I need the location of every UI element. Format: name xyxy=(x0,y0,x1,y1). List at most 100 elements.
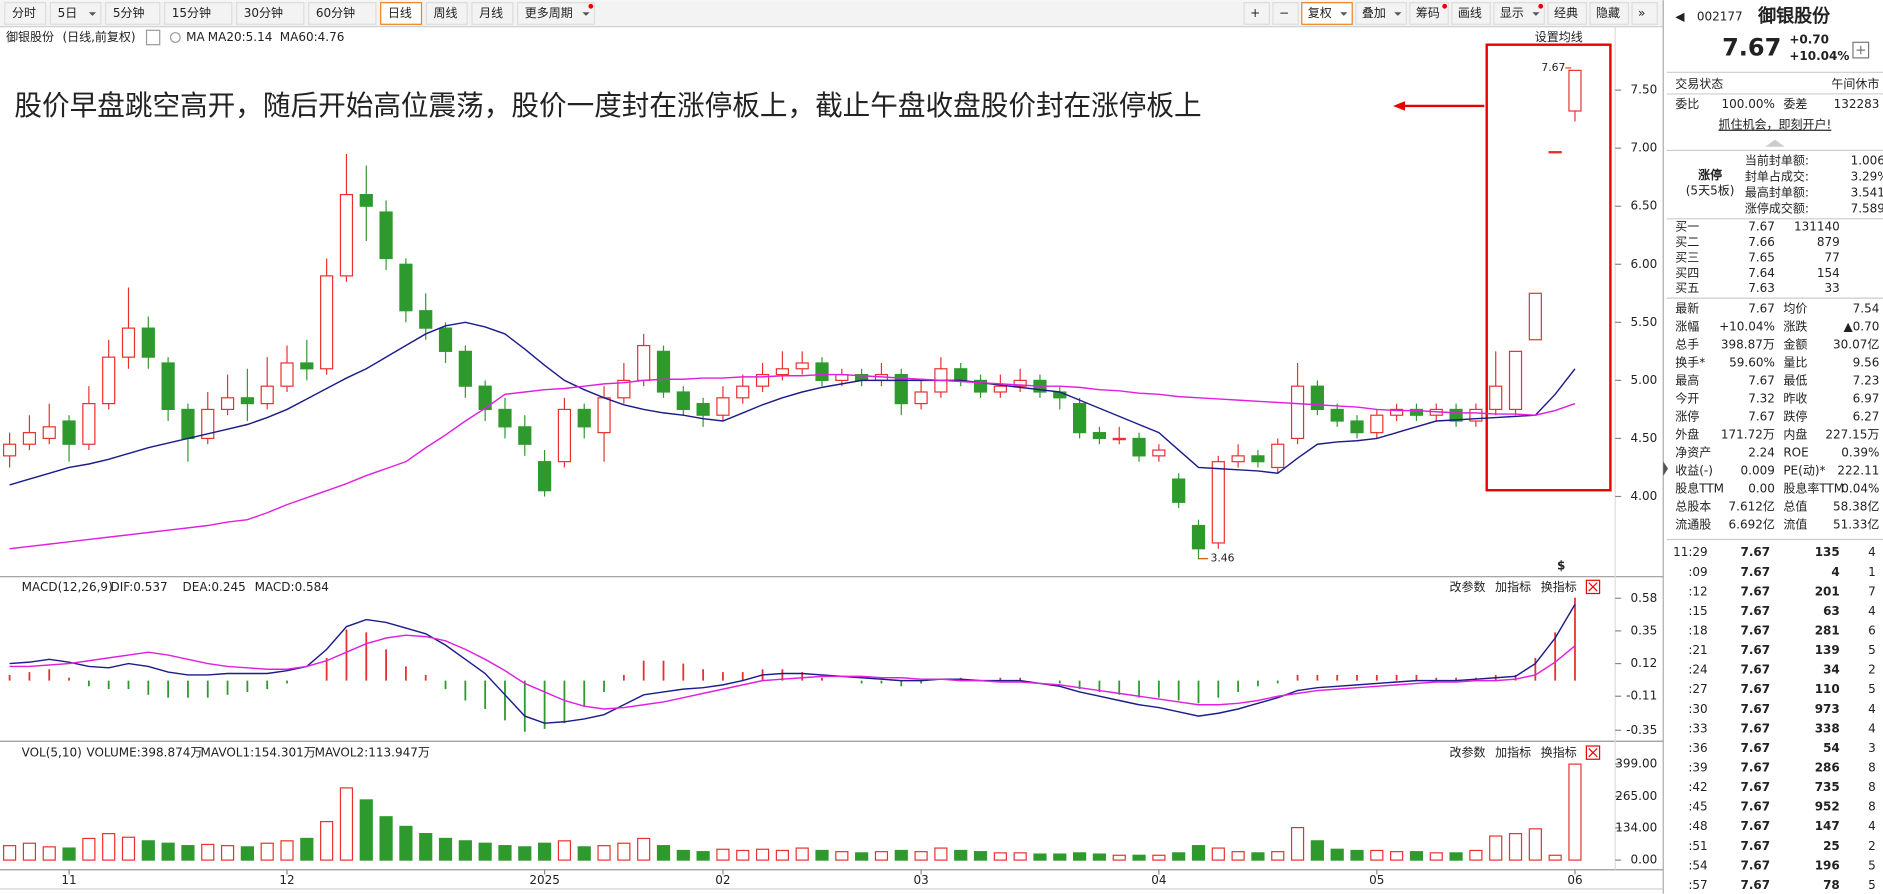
indicator-button[interactable]: 换指标 xyxy=(1541,745,1577,760)
toolbar-button[interactable] xyxy=(1451,2,1491,25)
trade-time: :27 xyxy=(1688,682,1707,696)
stat-label: 流通股 xyxy=(1675,518,1711,532)
volume-bar xyxy=(3,845,17,861)
volume-bar xyxy=(755,848,770,861)
stat-value: +10.04% xyxy=(1719,319,1775,333)
toolbar-button[interactable] xyxy=(49,2,102,25)
candle-body xyxy=(1191,524,1206,550)
volume-bar xyxy=(1508,833,1523,861)
collapse-handle[interactable] xyxy=(1663,461,1669,476)
toolbar-label: 画线 xyxy=(1458,6,1482,20)
toolbar-button[interactable] xyxy=(4,2,47,25)
toolbar-button[interactable] xyxy=(516,2,596,25)
toolbar-button[interactable] xyxy=(1243,2,1270,25)
add-watch[interactable] xyxy=(1852,41,1870,59)
candle-body xyxy=(379,211,393,260)
candle-body xyxy=(121,327,136,358)
toolbar-button[interactable] xyxy=(1272,2,1299,25)
toolbar-label: 隐藏 xyxy=(1596,6,1620,20)
volume-bar xyxy=(1033,853,1047,861)
toolbar-button[interactable] xyxy=(1301,2,1353,25)
price-change-pct: +10.04% xyxy=(1789,49,1849,63)
toolbar-button[interactable] xyxy=(235,2,305,25)
candle-body xyxy=(1568,69,1582,112)
trade-price: 7.67 xyxy=(1741,702,1771,716)
stat-label: 换手* xyxy=(1675,355,1705,369)
y-tick-label: 399.00 xyxy=(1615,757,1657,771)
toolbar-button[interactable] xyxy=(1547,2,1587,25)
volume-bar xyxy=(1310,840,1324,861)
dea-line xyxy=(9,634,1576,710)
volume-bar xyxy=(1330,848,1344,861)
x-tick-label: 2025 xyxy=(529,873,560,887)
y-tick-label: 5.50 xyxy=(1631,315,1658,329)
trade-volume: 281 xyxy=(1815,623,1840,637)
toolbar-button[interactable] xyxy=(308,2,377,25)
volume-bar xyxy=(201,843,215,861)
indicator-button[interactable]: 换指标 xyxy=(1541,579,1577,594)
ma-settings[interactable]: 设置均线 xyxy=(1535,30,1583,44)
toolbar-button[interactable] xyxy=(425,2,468,25)
y-tick-label: -0.35 xyxy=(1626,723,1657,737)
collapse-arrow[interactable] xyxy=(1765,139,1785,147)
close-button[interactable] xyxy=(1585,579,1601,595)
toolbar-button[interactable] xyxy=(105,2,161,25)
stock-title: 御银股份 xyxy=(1757,5,1831,27)
indicator-button[interactable]: 加指标 xyxy=(1495,579,1531,594)
settings-icon[interactable] xyxy=(169,32,181,43)
toolbar-label: 5日 xyxy=(58,6,78,20)
prev-arrow[interactable]: ◀ xyxy=(1675,10,1685,24)
ma60-line xyxy=(9,373,1576,550)
dif-line xyxy=(9,604,1576,724)
toolbar-button[interactable] xyxy=(1589,2,1630,25)
indicator-button[interactable]: 改参数 xyxy=(1449,745,1485,760)
toolbar-button[interactable] xyxy=(163,2,233,25)
y-tick-label: 265.00 xyxy=(1615,789,1657,803)
candle-body xyxy=(1072,403,1087,434)
toolbar-button[interactable] xyxy=(1355,2,1407,25)
toolbar-label: 30分钟 xyxy=(244,5,283,20)
candle-body xyxy=(1449,408,1463,422)
indicator-button[interactable]: 加指标 xyxy=(1495,745,1531,760)
ma20-line xyxy=(9,321,1576,486)
toolbar-button[interactable] xyxy=(1409,2,1449,25)
toolbar-button[interactable] xyxy=(471,2,514,25)
promo-link[interactable]: 抓住机会，即刻开户! xyxy=(1719,117,1832,132)
toolbar-button[interactable] xyxy=(1493,2,1545,25)
status-label: 交易状态 xyxy=(1675,76,1723,91)
volume-bar xyxy=(1271,851,1285,861)
toolbar-button[interactable] xyxy=(1631,2,1658,25)
toolbar-label: 叠加 xyxy=(1362,6,1386,20)
volume-bar xyxy=(62,847,76,861)
toolbar-label: 5分钟 xyxy=(113,5,145,20)
candle-body xyxy=(1211,461,1225,544)
volume-bar xyxy=(775,849,789,861)
candle-body xyxy=(478,385,492,411)
volume-bar xyxy=(1251,852,1265,861)
close-button[interactable] xyxy=(1585,745,1601,760)
stat-value: 398.87万 xyxy=(1721,337,1775,351)
trade-price: 7.67 xyxy=(1741,839,1771,853)
stat-value: 7.32 xyxy=(1748,391,1775,405)
candle-body xyxy=(815,362,829,381)
event-marker[interactable]: $ xyxy=(1557,558,1565,572)
indicator-button[interactable]: 改参数 xyxy=(1449,579,1485,594)
toolbar-label: 筹码 xyxy=(1416,6,1440,20)
help-icon[interactable] xyxy=(145,29,161,46)
last-price: 7.67 xyxy=(1722,33,1781,61)
stat-value: 58.38亿 xyxy=(1833,499,1879,514)
bid-price: 7.65 xyxy=(1748,250,1775,264)
annotation: 股价早盘跳空高开，随后开始高位震荡，股价一度封在涨停板上，截止午盘收盘股价封在涨… xyxy=(14,89,1201,122)
stat-value: 6.692亿 xyxy=(1729,517,1775,532)
trade-price: 7.67 xyxy=(1741,682,1771,696)
bid-price: 7.63 xyxy=(1748,281,1775,295)
stat-value: 227.15万 xyxy=(1825,427,1879,441)
volume-bar xyxy=(1390,851,1404,861)
volume-bar xyxy=(1449,852,1463,861)
toolbar-button[interactable] xyxy=(380,2,423,25)
trade-price: 7.67 xyxy=(1741,741,1771,755)
stat-label: 外盘 xyxy=(1675,426,1699,441)
trade-time: :57 xyxy=(1688,878,1707,892)
candle-body xyxy=(240,397,254,405)
